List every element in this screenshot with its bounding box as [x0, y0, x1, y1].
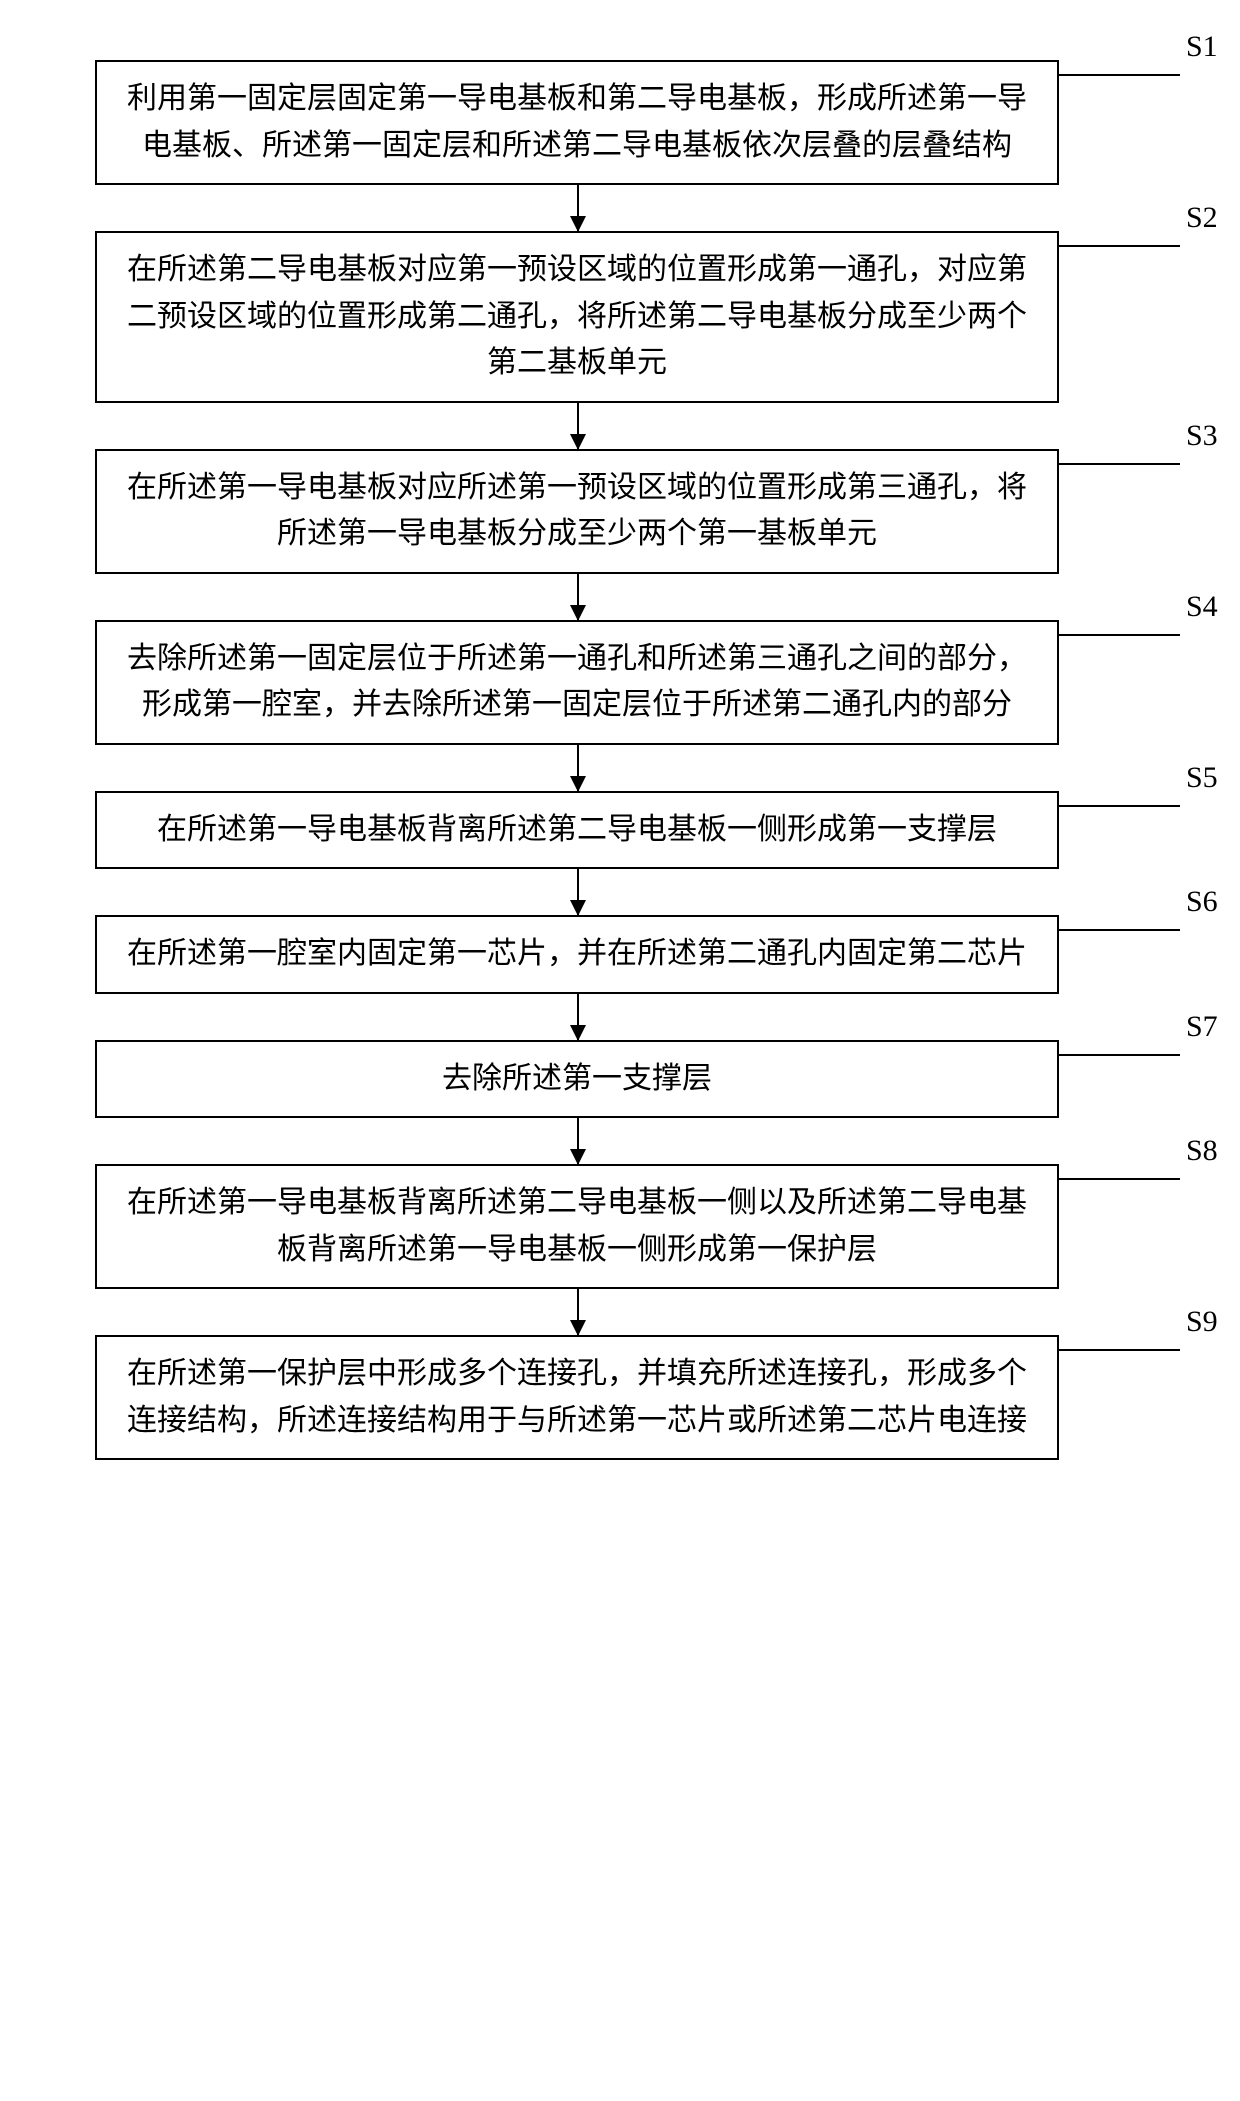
arrow-wrap — [0, 403, 1240, 449]
step-box-s3: 在所述第一导电基板对应所述第一预设区域的位置形成第三通孔，将所述第一导电基板分成… — [95, 449, 1059, 574]
arrow-down-icon — [577, 994, 579, 1040]
step-row-s9: 在所述第一保护层中形成多个连接孔，并填充所述连接孔，形成多个连接结构，所述连接结… — [0, 1335, 1240, 1460]
leader-line — [1059, 805, 1180, 807]
leader-line — [1059, 634, 1180, 636]
step-box-s1: 利用第一固定层固定第一导电基板和第二导电基板，形成所述第一导电基板、所述第一固定… — [95, 60, 1059, 185]
arrow-down-icon — [577, 1118, 579, 1164]
step-label-s6: S6 — [1186, 885, 1218, 919]
step-box-s5: 在所述第一导电基板背离所述第二导电基板一侧形成第一支撑层 — [95, 791, 1059, 870]
step-row-s3: 在所述第一导电基板对应所述第一预设区域的位置形成第三通孔，将所述第一导电基板分成… — [0, 449, 1240, 574]
arrow-wrap — [0, 574, 1240, 620]
step-box-s7: 去除所述第一支撑层 — [95, 1040, 1059, 1119]
leader-line — [1059, 1349, 1180, 1351]
step-row-s6: 在所述第一腔室内固定第一芯片，并在所述第二通孔内固定第二芯片S6 — [0, 915, 1240, 994]
arrow-down-icon — [577, 185, 579, 231]
label-area: S2 — [1059, 231, 1240, 232]
step-box-s2: 在所述第二导电基板对应第一预设区域的位置形成第一通孔，对应第二预设区域的位置形成… — [95, 231, 1059, 403]
leader-line — [1059, 929, 1180, 931]
step-label-s7: S7 — [1186, 1010, 1218, 1044]
step-row-s5: 在所述第一导电基板背离所述第二导电基板一侧形成第一支撑层S5 — [0, 791, 1240, 870]
flowchart-column: 利用第一固定层固定第一导电基板和第二导电基板，形成所述第一导电基板、所述第一固定… — [0, 60, 1240, 1460]
arrow-down-icon — [577, 869, 579, 915]
step-row-s4: 去除所述第一固定层位于所述第一通孔和所述第三通孔之间的部分，形成第一腔室，并去除… — [0, 620, 1240, 745]
arrow-down-icon — [577, 574, 579, 620]
arrow-wrap — [0, 745, 1240, 791]
arrow-wrap — [0, 1118, 1240, 1164]
flowchart-page: 利用第一固定层固定第一导电基板和第二导电基板，形成所述第一导电基板、所述第一固定… — [0, 0, 1240, 2101]
step-label-s3: S3 — [1186, 419, 1218, 453]
arrow-wrap — [0, 869, 1240, 915]
leader-line — [1059, 245, 1180, 247]
step-label-s4: S4 — [1186, 590, 1218, 624]
step-label-s1: S1 — [1186, 30, 1218, 64]
step-box-s9: 在所述第一保护层中形成多个连接孔，并填充所述连接孔，形成多个连接结构，所述连接结… — [95, 1335, 1059, 1460]
label-area: S7 — [1059, 1040, 1240, 1041]
arrow-wrap — [0, 994, 1240, 1040]
step-box-s8: 在所述第一导电基板背离所述第二导电基板一侧以及所述第二导电基板背离所述第一导电基… — [95, 1164, 1059, 1289]
label-area: S4 — [1059, 620, 1240, 621]
label-area: S1 — [1059, 60, 1240, 61]
step-row-s1: 利用第一固定层固定第一导电基板和第二导电基板，形成所述第一导电基板、所述第一固定… — [0, 60, 1240, 185]
arrow-down-icon — [577, 745, 579, 791]
leader-line — [1059, 1178, 1180, 1180]
label-area: S6 — [1059, 915, 1240, 916]
step-label-s2: S2 — [1186, 201, 1218, 235]
label-area: S8 — [1059, 1164, 1240, 1165]
label-area: S5 — [1059, 791, 1240, 792]
step-label-s9: S9 — [1186, 1305, 1218, 1339]
leader-line — [1059, 74, 1180, 76]
label-area: S3 — [1059, 449, 1240, 450]
step-label-s5: S5 — [1186, 761, 1218, 795]
step-row-s8: 在所述第一导电基板背离所述第二导电基板一侧以及所述第二导电基板背离所述第一导电基… — [0, 1164, 1240, 1289]
arrow-wrap — [0, 185, 1240, 231]
arrow-down-icon — [577, 1289, 579, 1335]
step-label-s8: S8 — [1186, 1134, 1218, 1168]
step-row-s7: 去除所述第一支撑层S7 — [0, 1040, 1240, 1119]
label-area: S9 — [1059, 1335, 1240, 1336]
step-box-s4: 去除所述第一固定层位于所述第一通孔和所述第三通孔之间的部分，形成第一腔室，并去除… — [95, 620, 1059, 745]
step-box-s6: 在所述第一腔室内固定第一芯片，并在所述第二通孔内固定第二芯片 — [95, 915, 1059, 994]
leader-line — [1059, 463, 1180, 465]
arrow-wrap — [0, 1289, 1240, 1335]
step-row-s2: 在所述第二导电基板对应第一预设区域的位置形成第一通孔，对应第二预设区域的位置形成… — [0, 231, 1240, 403]
arrow-down-icon — [577, 403, 579, 449]
leader-line — [1059, 1054, 1180, 1056]
